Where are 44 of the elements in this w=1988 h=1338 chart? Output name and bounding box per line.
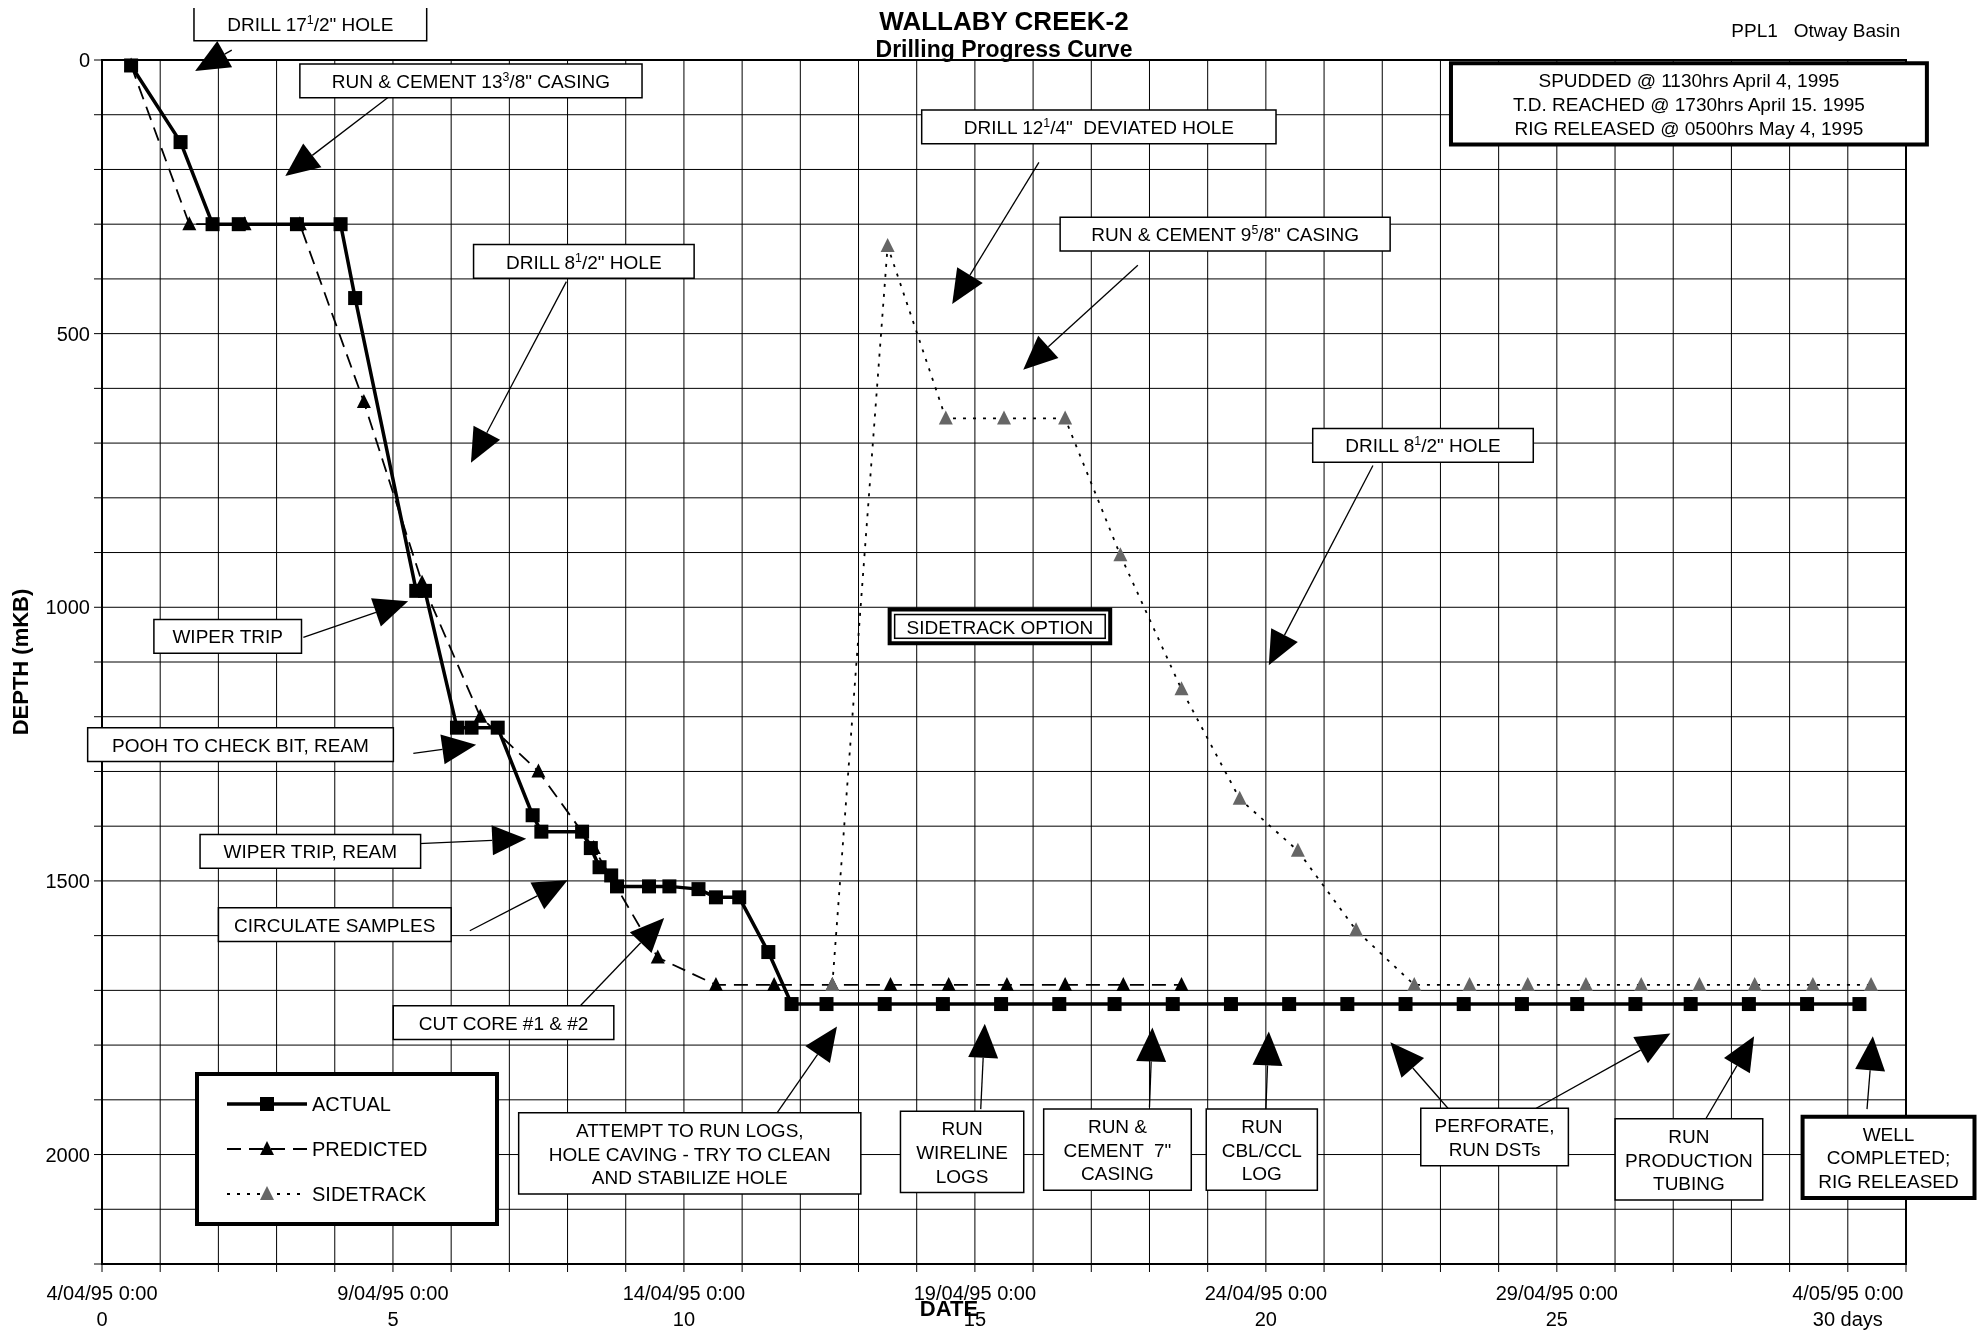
annotation: DRILL 12$^{1}$/4" DEVIATED HOLE — [963, 115, 1234, 138]
annotation: ATTEMPT TO RUN LOGS, HOLE CAVING - TRY TO CLEAN AND STABILIZE HOLE — [548, 1119, 831, 1189]
legend-label: SIDETRACK — [312, 1183, 428, 1205]
x2-tick-label: 24/04/95 0:00 — [1204, 1282, 1328, 1304]
x2-tick-label: 29/04/95 0:00 — [1495, 1282, 1619, 1304]
legend-label: ACTUAL — [312, 1093, 391, 1115]
annotation: RUN CBL/CCL LOG — [1221, 1115, 1302, 1185]
annotation: RUN & CEMENT 7" CASING — [1063, 1115, 1172, 1185]
x-tick-label: 25 — [1545, 1308, 1568, 1330]
annotation: RUN & CEMENT 9$^{5}$/8" CASING — [1091, 223, 1359, 246]
text: PPL1 Otway Basin — [1731, 20, 1901, 42]
annotation: RUN PRODUCTION TUBING — [1625, 1125, 1753, 1195]
y-tick-label: 2000 — [45, 1143, 90, 1166]
y-axis-title: DEPTH (mKB) — [8, 588, 33, 736]
x-tick-label: 20 — [1254, 1308, 1277, 1330]
annotation: RUN & CEMENT 13$^{3}$/8" CASING — [331, 69, 611, 92]
annotation: WELL COMPLETED; RIG RELEASED — [1818, 1123, 1959, 1193]
y-tick-label: 0 — [78, 49, 90, 71]
annotation: RUN WIRELINE LOGS — [916, 1118, 1009, 1187]
x-tick-label: 30 days — [1812, 1308, 1883, 1330]
annotation: DRILL 8$^{1}$/2" HOLE — [1345, 434, 1501, 457]
annotation: CUT CORE #1 & #2 — [418, 1012, 589, 1034]
x-tick-label: 10 — [672, 1308, 696, 1330]
annotation: SPUDDED @ 1130hrs April 4, 1995 T.D. REACHED @ 1730hrs April 15. 1995 RIG RELEASED @ 0500hrs May 4, 1995 — [1512, 70, 1865, 139]
x2-tick-label: 9/04/95 0:00 — [337, 1282, 449, 1304]
annotation: SIDETRACK OPTION — [906, 616, 1094, 638]
annotation: DRILL 8$^{1}$/2" HOLE — [506, 250, 662, 273]
x-tick-label: 5 — [387, 1308, 399, 1330]
annotation: CIRCULATE SAMPLES — [234, 914, 436, 936]
annotation: WIPER TRIP, REAM — [223, 841, 398, 863]
y-tick-label: 500 — [56, 322, 90, 345]
x2-tick-label: 14/04/95 0:00 — [622, 1282, 746, 1304]
annotation: WIPER TRIP — [172, 626, 283, 648]
legend-label: PREDICTED — [312, 1138, 428, 1160]
annotation: PERFORATE, RUN DSTs — [1434, 1115, 1555, 1161]
chart-title: WALLABY CREEK-2 — [879, 6, 1129, 36]
x2-tick-label: 4/04/95 0:00 — [46, 1282, 158, 1304]
text: DRILL 17$^{1}$/2" HOLE — [227, 13, 394, 35]
y-tick-label: 1500 — [45, 869, 90, 892]
annotation: POOH TO CHECK BIT, REAM — [112, 734, 369, 756]
x-tick-label: 0 — [96, 1308, 108, 1330]
x2-tick-label: 4/05/95 0:00 — [1792, 1282, 1904, 1304]
chart-subtitle: Drilling Progress Curve — [875, 36, 1133, 62]
y-tick-label: 1000 — [45, 596, 90, 619]
